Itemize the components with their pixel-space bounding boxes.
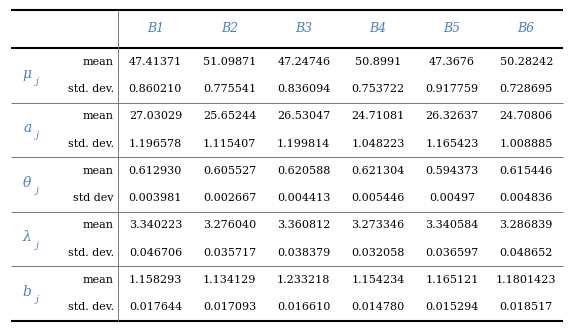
Text: 0.038379: 0.038379: [277, 248, 331, 258]
Text: B4: B4: [369, 23, 386, 35]
Text: 26.53047: 26.53047: [277, 111, 331, 121]
Text: μ: μ: [23, 67, 32, 81]
Text: 0.775541: 0.775541: [203, 84, 256, 94]
Text: 3.273346: 3.273346: [351, 220, 405, 230]
Text: 0.004836: 0.004836: [500, 193, 553, 203]
Text: 51.09871: 51.09871: [203, 57, 256, 67]
Text: 25.65244: 25.65244: [203, 111, 256, 121]
Text: 47.24746: 47.24746: [277, 57, 331, 67]
Text: 0.594373: 0.594373: [426, 166, 479, 176]
Text: 0.728695: 0.728695: [500, 84, 553, 94]
Text: a: a: [23, 121, 31, 135]
Text: std. dev.: std. dev.: [68, 84, 114, 94]
Text: 1.1801423: 1.1801423: [496, 275, 556, 285]
Text: 0.00497: 0.00497: [429, 193, 475, 203]
Text: B2: B2: [221, 23, 238, 35]
Text: j: j: [36, 241, 39, 250]
Text: 1.048223: 1.048223: [351, 139, 405, 149]
Text: j: j: [36, 131, 39, 140]
Text: 0.036597: 0.036597: [426, 248, 479, 258]
Text: 0.014780: 0.014780: [351, 303, 405, 312]
Text: 50.8991: 50.8991: [355, 57, 401, 67]
Text: 1.158293: 1.158293: [129, 275, 182, 285]
Text: 0.016610: 0.016610: [277, 303, 331, 312]
Text: 0.017093: 0.017093: [203, 303, 256, 312]
Text: 1.233218: 1.233218: [277, 275, 331, 285]
Text: 27.03029: 27.03029: [129, 111, 182, 121]
Text: mean: mean: [83, 220, 114, 230]
Text: 1.154234: 1.154234: [351, 275, 405, 285]
Text: b: b: [23, 285, 32, 299]
Text: 3.340584: 3.340584: [426, 220, 479, 230]
Text: 50.28242: 50.28242: [500, 57, 553, 67]
Text: 0.032058: 0.032058: [351, 248, 405, 258]
Text: 0.612930: 0.612930: [129, 166, 182, 176]
Text: 1.199814: 1.199814: [277, 139, 331, 149]
Text: 1.008885: 1.008885: [500, 139, 553, 149]
Text: 0.836094: 0.836094: [277, 84, 331, 94]
Text: θ: θ: [23, 176, 31, 190]
Text: 24.71081: 24.71081: [351, 111, 405, 121]
Text: 0.620588: 0.620588: [277, 166, 331, 176]
Text: 3.340223: 3.340223: [129, 220, 182, 230]
Text: j: j: [36, 186, 39, 195]
Text: B6: B6: [518, 23, 535, 35]
Text: 0.005446: 0.005446: [351, 193, 405, 203]
Text: B5: B5: [443, 23, 461, 35]
Text: std. dev.: std. dev.: [68, 248, 114, 258]
Text: 0.615446: 0.615446: [500, 166, 553, 176]
Text: 0.002667: 0.002667: [203, 193, 256, 203]
Text: mean: mean: [83, 275, 114, 285]
Text: 3.286839: 3.286839: [500, 220, 553, 230]
Text: 1.134129: 1.134129: [203, 275, 256, 285]
Text: 0.035717: 0.035717: [203, 248, 256, 258]
Text: 0.017644: 0.017644: [129, 303, 182, 312]
Text: 0.004413: 0.004413: [277, 193, 331, 203]
Text: mean: mean: [83, 111, 114, 121]
Text: 1.165423: 1.165423: [426, 139, 479, 149]
Text: std. dev.: std. dev.: [68, 303, 114, 312]
Text: 0.753722: 0.753722: [351, 84, 405, 94]
Text: 0.018517: 0.018517: [500, 303, 553, 312]
Text: 0.605527: 0.605527: [203, 166, 256, 176]
Text: 0.621304: 0.621304: [351, 166, 405, 176]
Text: 3.276040: 3.276040: [203, 220, 256, 230]
Text: mean: mean: [83, 57, 114, 67]
Text: 0.015294: 0.015294: [426, 303, 479, 312]
Text: 0.048652: 0.048652: [500, 248, 553, 258]
Text: j: j: [36, 77, 39, 86]
Text: std dev: std dev: [73, 193, 114, 203]
Text: 26.32637: 26.32637: [426, 111, 479, 121]
Text: 47.41371: 47.41371: [129, 57, 182, 67]
Text: B1: B1: [147, 23, 164, 35]
Text: 3.360812: 3.360812: [277, 220, 331, 230]
Text: 0.917759: 0.917759: [426, 84, 479, 94]
Text: j: j: [36, 295, 39, 304]
Text: 24.70806: 24.70806: [500, 111, 553, 121]
Text: 1.115407: 1.115407: [203, 139, 256, 149]
Text: 1.165121: 1.165121: [426, 275, 479, 285]
Text: 0.003981: 0.003981: [129, 193, 182, 203]
Text: mean: mean: [83, 166, 114, 176]
Text: 0.860210: 0.860210: [129, 84, 182, 94]
Text: 1.196578: 1.196578: [129, 139, 182, 149]
Text: λ: λ: [23, 230, 31, 245]
Text: 0.046706: 0.046706: [129, 248, 182, 258]
Text: 47.3676: 47.3676: [429, 57, 475, 67]
Text: B3: B3: [295, 23, 312, 35]
Text: std. dev.: std. dev.: [68, 139, 114, 149]
